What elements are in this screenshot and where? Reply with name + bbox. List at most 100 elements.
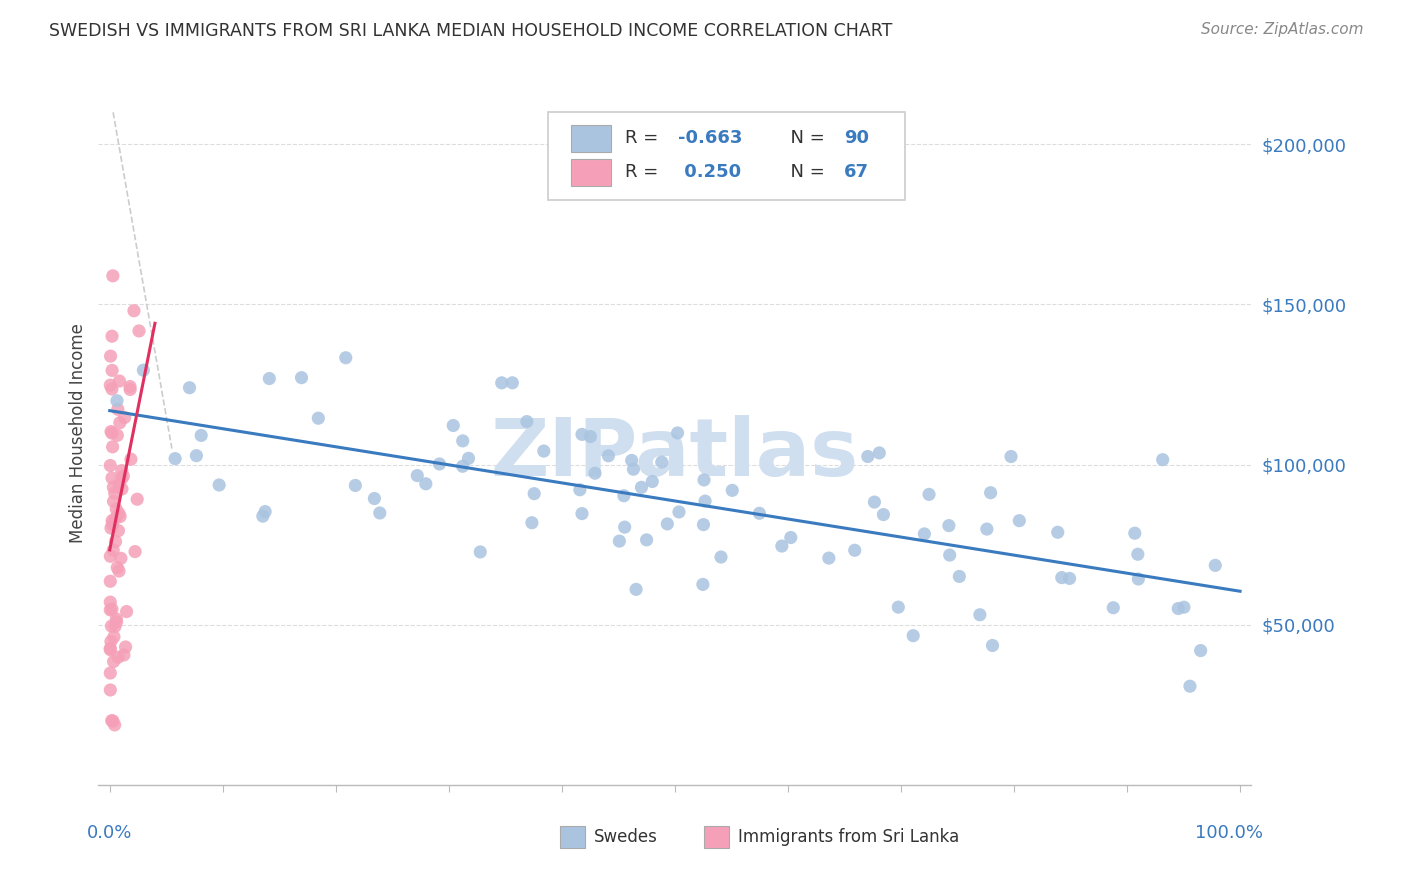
Point <box>693 494 716 508</box>
Point <box>108 416 131 430</box>
Point <box>98 641 121 656</box>
Point <box>624 582 647 597</box>
Point <box>252 509 274 524</box>
Point <box>533 444 555 458</box>
Point <box>101 440 124 454</box>
Point <box>872 508 894 522</box>
Point <box>856 450 879 464</box>
Point <box>666 425 689 440</box>
Point <box>668 505 690 519</box>
Text: 0.250: 0.250 <box>678 163 741 181</box>
Point <box>111 482 134 496</box>
Point <box>107 524 129 538</box>
Point <box>110 551 132 566</box>
Point <box>1046 525 1069 540</box>
Point <box>105 615 128 629</box>
Point <box>903 629 925 643</box>
Text: R =: R = <box>626 129 664 147</box>
Point <box>124 544 146 558</box>
Point <box>108 509 131 524</box>
Point <box>1102 600 1125 615</box>
Point <box>657 516 679 531</box>
Point <box>118 379 141 393</box>
Point <box>613 520 636 534</box>
Point <box>105 502 128 516</box>
Point <box>98 549 121 564</box>
Point <box>1126 547 1149 561</box>
Point <box>613 489 636 503</box>
Point <box>579 429 602 443</box>
Point <box>948 569 970 583</box>
Point <box>98 595 121 609</box>
FancyBboxPatch shape <box>548 112 905 200</box>
Text: ZIPatlas: ZIPatlas <box>491 415 859 492</box>
Point <box>103 480 125 494</box>
Point <box>887 600 910 615</box>
Text: Immigrants from Sri Lanka: Immigrants from Sri Lanka <box>738 828 959 847</box>
Point <box>651 455 673 469</box>
Point <box>1050 571 1073 585</box>
Point <box>111 471 134 485</box>
Point <box>568 483 591 497</box>
Text: N =: N = <box>779 163 830 181</box>
Point <box>721 483 744 498</box>
Point <box>1204 558 1226 573</box>
Point <box>104 511 127 525</box>
Point <box>630 480 652 494</box>
Point <box>1000 450 1022 464</box>
Point <box>1123 526 1146 541</box>
Point <box>516 415 538 429</box>
Point <box>105 428 128 442</box>
Point <box>107 650 129 665</box>
Point <box>363 491 385 506</box>
Point <box>429 457 451 471</box>
Point <box>98 603 121 617</box>
Point <box>112 648 135 662</box>
Point <box>598 449 620 463</box>
Point <box>108 477 131 491</box>
Point <box>104 534 127 549</box>
Point <box>122 303 145 318</box>
Point <box>770 539 793 553</box>
Point <box>208 478 231 492</box>
Point <box>368 506 391 520</box>
Point <box>491 376 513 390</box>
Bar <box>560 826 585 848</box>
Point <box>98 574 121 589</box>
Text: 90: 90 <box>845 129 869 147</box>
Point <box>868 446 890 460</box>
Text: Source: ZipAtlas.com: Source: ZipAtlas.com <box>1201 22 1364 37</box>
Point <box>938 518 960 533</box>
Point <box>107 402 129 417</box>
Point <box>101 268 124 283</box>
Point <box>779 531 801 545</box>
Point <box>101 329 124 343</box>
Point <box>104 486 127 500</box>
Point <box>1008 514 1031 528</box>
Point <box>100 619 122 633</box>
Point <box>1178 679 1201 693</box>
Text: SWEDISH VS IMMIGRANTS FROM SRI LANKA MEDIAN HOUSEHOLD INCOME CORRELATION CHART: SWEDISH VS IMMIGRANTS FROM SRI LANKA MED… <box>49 22 893 40</box>
Point <box>103 543 125 558</box>
Point <box>980 485 1002 500</box>
Point <box>103 494 125 508</box>
Point <box>844 543 866 558</box>
Point <box>128 324 150 338</box>
Point <box>165 451 187 466</box>
Point <box>441 418 464 433</box>
Point <box>1189 643 1212 657</box>
Point <box>938 548 960 562</box>
Point <box>1173 600 1195 615</box>
Point <box>98 666 121 681</box>
Point <box>259 371 281 385</box>
Point <box>641 475 664 489</box>
Point <box>981 639 1004 653</box>
Point <box>108 374 131 388</box>
Point <box>100 714 122 728</box>
Point <box>863 495 886 509</box>
Y-axis label: Median Household Income: Median Household Income <box>69 323 87 542</box>
Point <box>190 428 212 442</box>
Point <box>101 514 124 528</box>
Point <box>1059 571 1081 585</box>
Point <box>976 522 998 536</box>
